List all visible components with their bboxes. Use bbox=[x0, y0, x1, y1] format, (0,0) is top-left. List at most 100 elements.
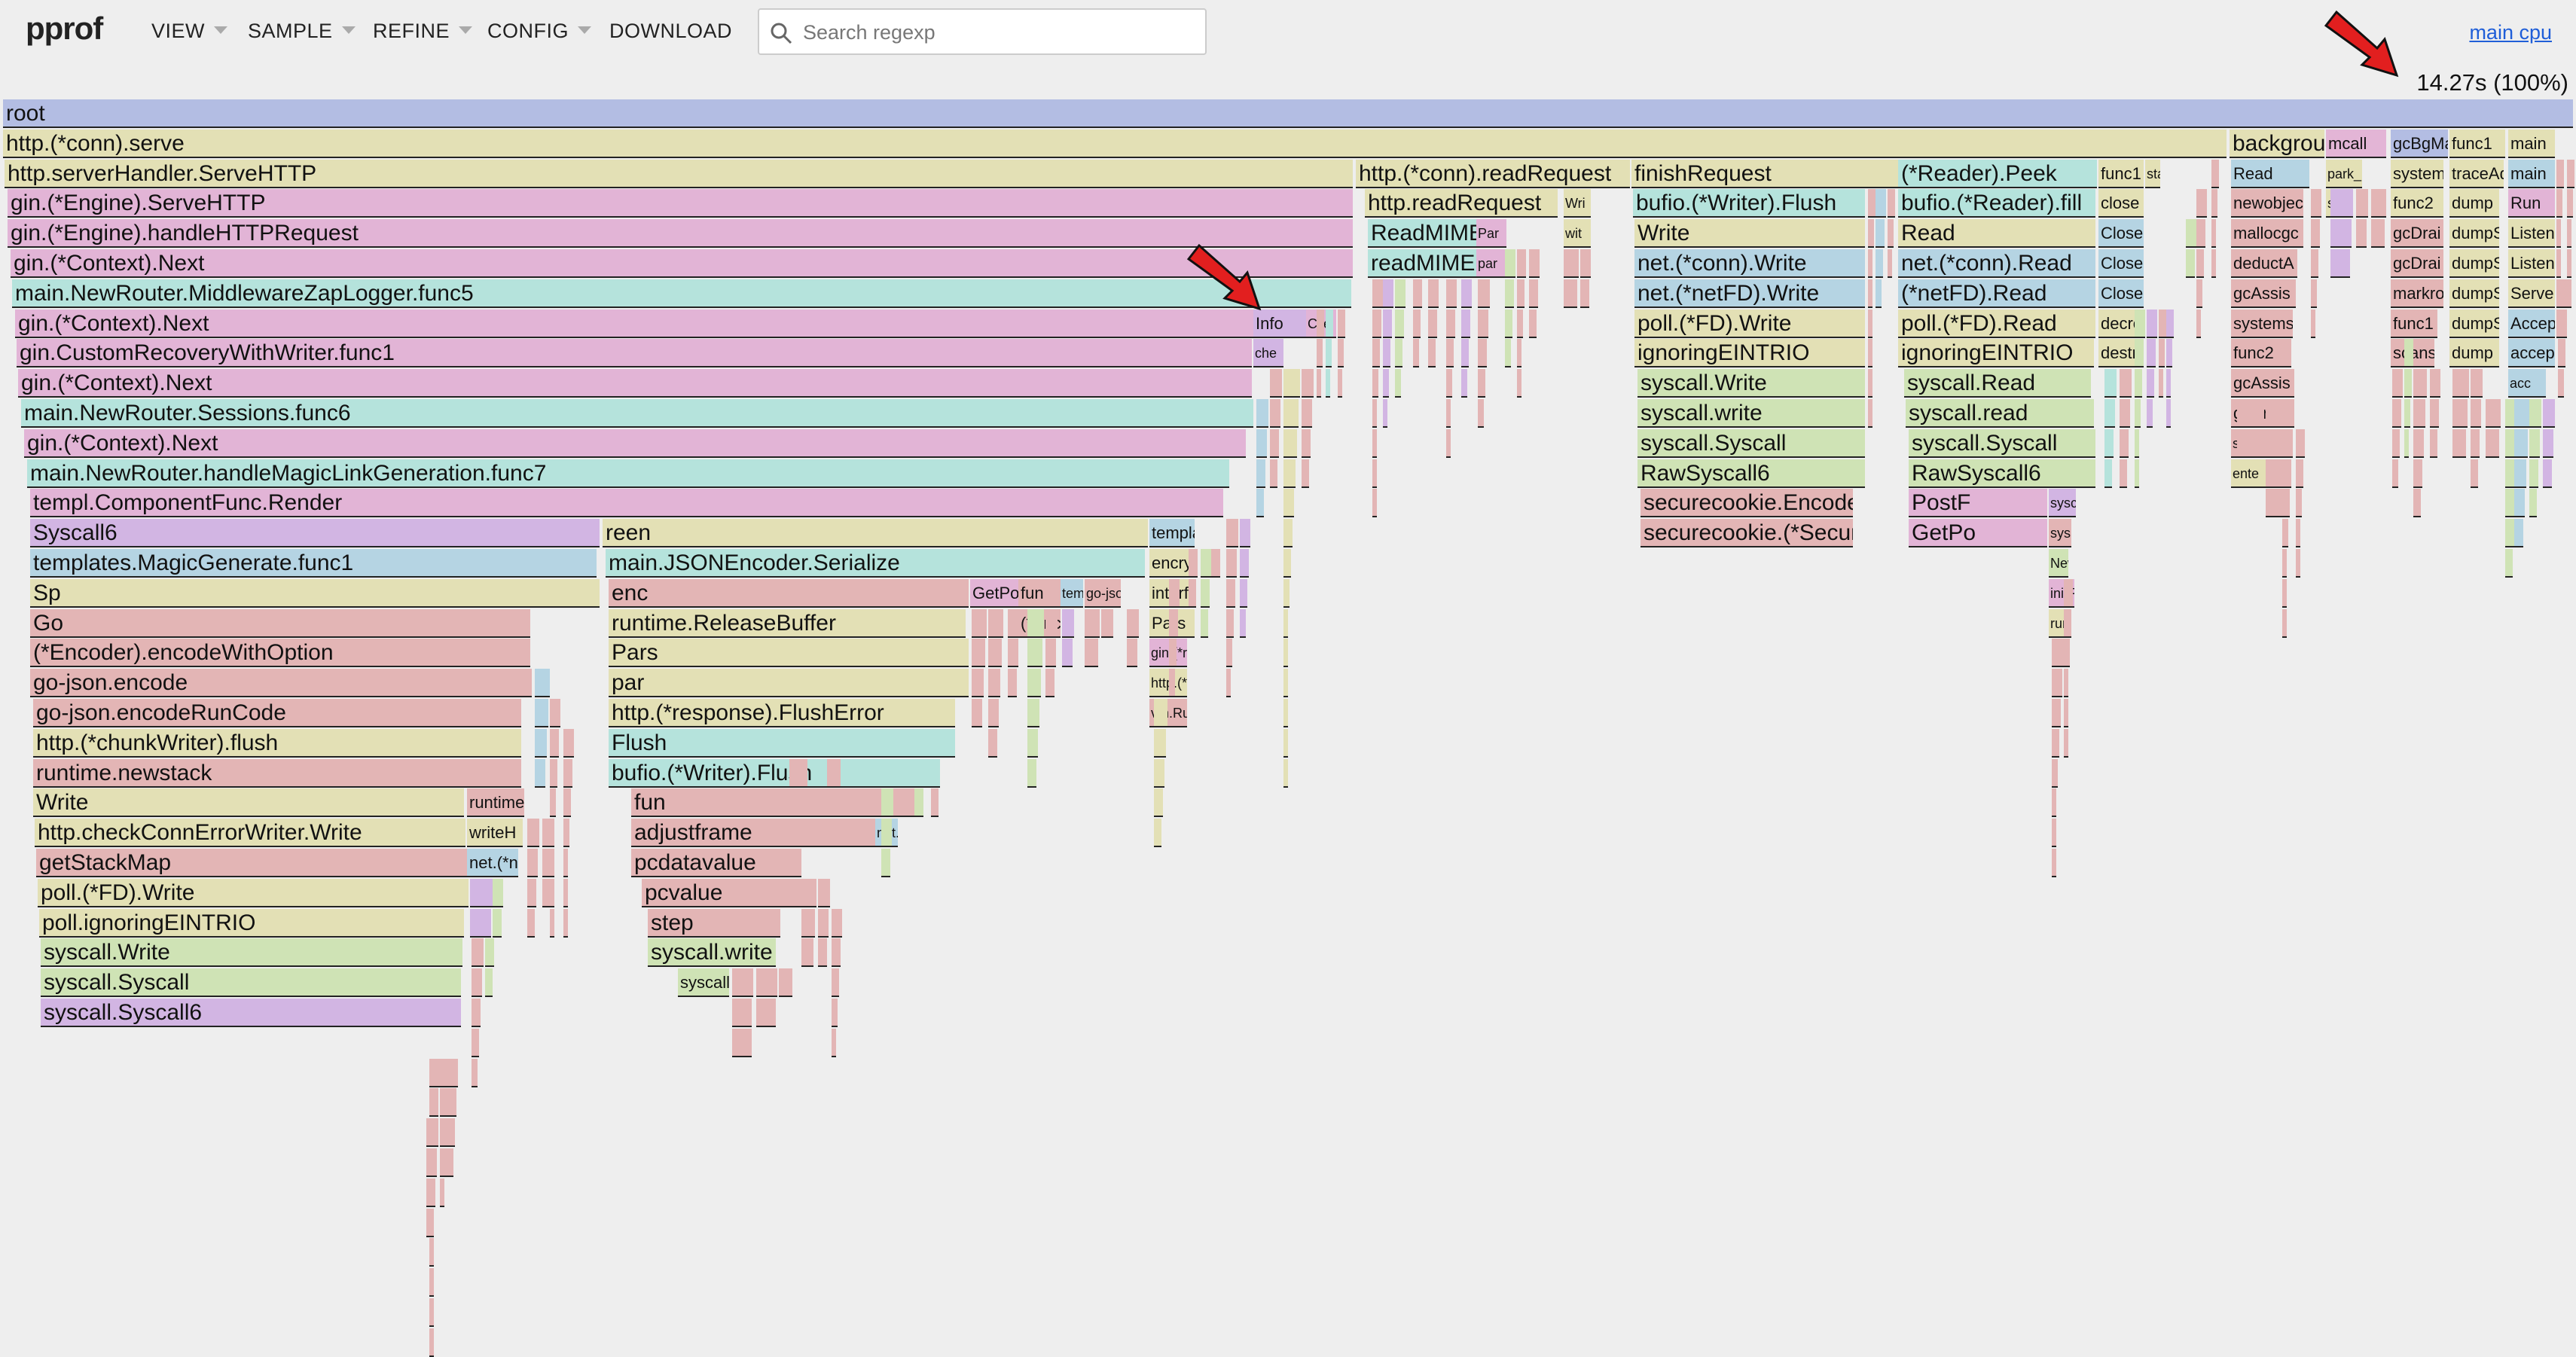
flame-frame[interactable]: fun bbox=[631, 788, 914, 818]
flame-frame[interactable] bbox=[2282, 428, 2293, 458]
flame-frame[interactable]: par bbox=[609, 669, 969, 698]
flame-frame[interactable] bbox=[550, 878, 554, 907]
flame-frame[interactable] bbox=[2430, 399, 2439, 428]
flame-frame[interactable] bbox=[832, 968, 839, 998]
flame-frame[interactable] bbox=[2392, 428, 2400, 458]
flame-frame[interactable] bbox=[881, 788, 893, 818]
flame-frame[interactable]: che bbox=[1253, 339, 1283, 368]
flame-frame[interactable]: gin.CustomRecoveryWithWriter.func1 bbox=[17, 339, 1252, 368]
flame-frame[interactable] bbox=[1101, 608, 1113, 638]
flame-frame[interactable] bbox=[440, 1088, 449, 1118]
flame-frame[interactable] bbox=[440, 1178, 444, 1207]
flame-frame[interactable] bbox=[988, 669, 1000, 698]
flame-frame[interactable] bbox=[1372, 399, 1377, 428]
flame-frame[interactable] bbox=[2120, 369, 2132, 398]
flame-frame[interactable] bbox=[2505, 489, 2516, 518]
flame-frame[interactable]: RawSyscall6 bbox=[1637, 459, 1865, 488]
flame-frame[interactable]: net.(*conn).Read bbox=[1898, 249, 2095, 278]
flame-frame[interactable] bbox=[2471, 399, 2481, 428]
flame-frame[interactable]: Close bbox=[2098, 219, 2144, 249]
flame-frame[interactable]: func1 bbox=[2449, 129, 2505, 158]
flame-frame[interactable] bbox=[1127, 639, 1137, 668]
flame-frame[interactable] bbox=[1226, 639, 1232, 668]
flame-frame[interactable]: Read bbox=[1898, 219, 2095, 249]
flame-frame[interactable] bbox=[2567, 219, 2571, 249]
flame-frame[interactable] bbox=[881, 849, 890, 877]
flame-frame[interactable] bbox=[1868, 309, 1872, 338]
flame-frame[interactable] bbox=[2529, 428, 2540, 458]
flame-frame[interactable] bbox=[563, 728, 574, 758]
flame-frame[interactable]: pcvalue bbox=[642, 878, 803, 907]
flame-frame[interactable] bbox=[2135, 399, 2141, 428]
flame-frame[interactable] bbox=[1256, 428, 1267, 458]
flame-frame[interactable]: (*netFD).Read bbox=[1898, 279, 2095, 308]
flame-frame[interactable] bbox=[1868, 369, 1872, 398]
flame-frame[interactable]: Syscall6 bbox=[30, 519, 600, 548]
flame-frame[interactable] bbox=[1517, 249, 1526, 278]
flame-frame[interactable] bbox=[440, 1148, 446, 1177]
flame-frame[interactable]: securecookie.(*SecureCookie).Encode bbox=[1641, 519, 1853, 548]
flame-frame[interactable]: main.JSONEncoder.Serialize bbox=[606, 549, 1145, 578]
flame-frame[interactable] bbox=[2556, 219, 2561, 249]
flame-frame[interactable]: Pars bbox=[609, 639, 969, 668]
flame-frame[interactable]: net.(*netFD).Write bbox=[467, 849, 518, 877]
flame-frame[interactable]: New bbox=[2049, 549, 2068, 578]
flame-frame[interactable] bbox=[1283, 639, 1288, 668]
flame-frame[interactable] bbox=[2064, 728, 2068, 758]
flame-frame[interactable] bbox=[732, 999, 752, 1027]
flame-frame[interactable] bbox=[1461, 279, 1472, 308]
flame-frame[interactable]: Accep bbox=[2508, 309, 2555, 338]
flame-frame[interactable] bbox=[2064, 669, 2068, 698]
flame-frame[interactable] bbox=[1517, 339, 1521, 368]
flame-frame[interactable]: runtime.newstack bbox=[33, 758, 521, 788]
flame-frame[interactable] bbox=[2211, 159, 2219, 188]
flame-frame[interactable] bbox=[429, 1208, 434, 1237]
flame-frame[interactable] bbox=[2514, 399, 2529, 428]
flame-frame[interactable] bbox=[527, 878, 536, 907]
flame-frame[interactable] bbox=[1317, 369, 1321, 398]
flame-frame[interactable]: ignoringEINTRIO bbox=[1634, 339, 1865, 368]
flame-frame[interactable] bbox=[2104, 428, 2114, 458]
flame-frame[interactable] bbox=[2556, 279, 2561, 308]
flame-frame[interactable] bbox=[1564, 279, 1577, 308]
flame-frame[interactable] bbox=[914, 788, 923, 818]
flame-frame[interactable] bbox=[1876, 249, 1883, 278]
flame-frame[interactable]: Write bbox=[1634, 219, 1865, 249]
flame-frame[interactable]: gin.(*responseWriter).Flush bbox=[1149, 639, 1187, 668]
flame-frame[interactable] bbox=[2543, 428, 2553, 458]
flame-frame[interactable] bbox=[2567, 189, 2573, 218]
flame-frame[interactable] bbox=[2404, 428, 2409, 458]
flame-frame[interactable]: readMIMEHea bbox=[1368, 249, 1476, 278]
flame-frame[interactable] bbox=[972, 608, 987, 638]
flame-frame[interactable] bbox=[1283, 699, 1288, 727]
flame-frame[interactable] bbox=[2052, 788, 2056, 818]
flame-frame[interactable] bbox=[2371, 189, 2386, 218]
flame-frame[interactable] bbox=[1372, 459, 1377, 488]
flame-frame[interactable] bbox=[2135, 428, 2139, 458]
flame-frame[interactable] bbox=[2166, 369, 2171, 398]
flame-frame[interactable] bbox=[535, 758, 545, 788]
flame-frame[interactable] bbox=[1372, 339, 1380, 368]
flame-frame[interactable] bbox=[449, 1058, 458, 1087]
flame-frame[interactable] bbox=[1868, 219, 1874, 249]
flame-frame[interactable] bbox=[472, 938, 484, 968]
flame-frame[interactable] bbox=[1008, 608, 1020, 638]
flame-frame[interactable] bbox=[2404, 339, 2413, 368]
flame-frame[interactable]: syscall.RawSyscall6 bbox=[678, 968, 729, 998]
flame-frame[interactable] bbox=[563, 758, 572, 788]
flame-frame[interactable] bbox=[1876, 219, 1885, 249]
flame-frame[interactable] bbox=[2196, 249, 2204, 278]
flame-frame[interactable] bbox=[472, 968, 482, 998]
flame-frame[interactable] bbox=[988, 639, 1002, 668]
flame-frame[interactable] bbox=[2505, 519, 2514, 548]
flame-frame[interactable]: poll.ignoringEINTRIO bbox=[39, 908, 464, 938]
flame-frame[interactable] bbox=[2120, 459, 2127, 488]
flame-frame[interactable] bbox=[2556, 189, 2562, 218]
flame-frame[interactable] bbox=[832, 999, 838, 1027]
flame-frame[interactable] bbox=[470, 878, 493, 907]
flame-frame[interactable] bbox=[493, 908, 502, 938]
flame-frame[interactable]: system bbox=[2391, 159, 2443, 188]
flame-frame[interactable] bbox=[2486, 399, 2501, 428]
flame-frame[interactable] bbox=[2413, 459, 2422, 488]
flame-frame[interactable] bbox=[2371, 219, 2385, 249]
